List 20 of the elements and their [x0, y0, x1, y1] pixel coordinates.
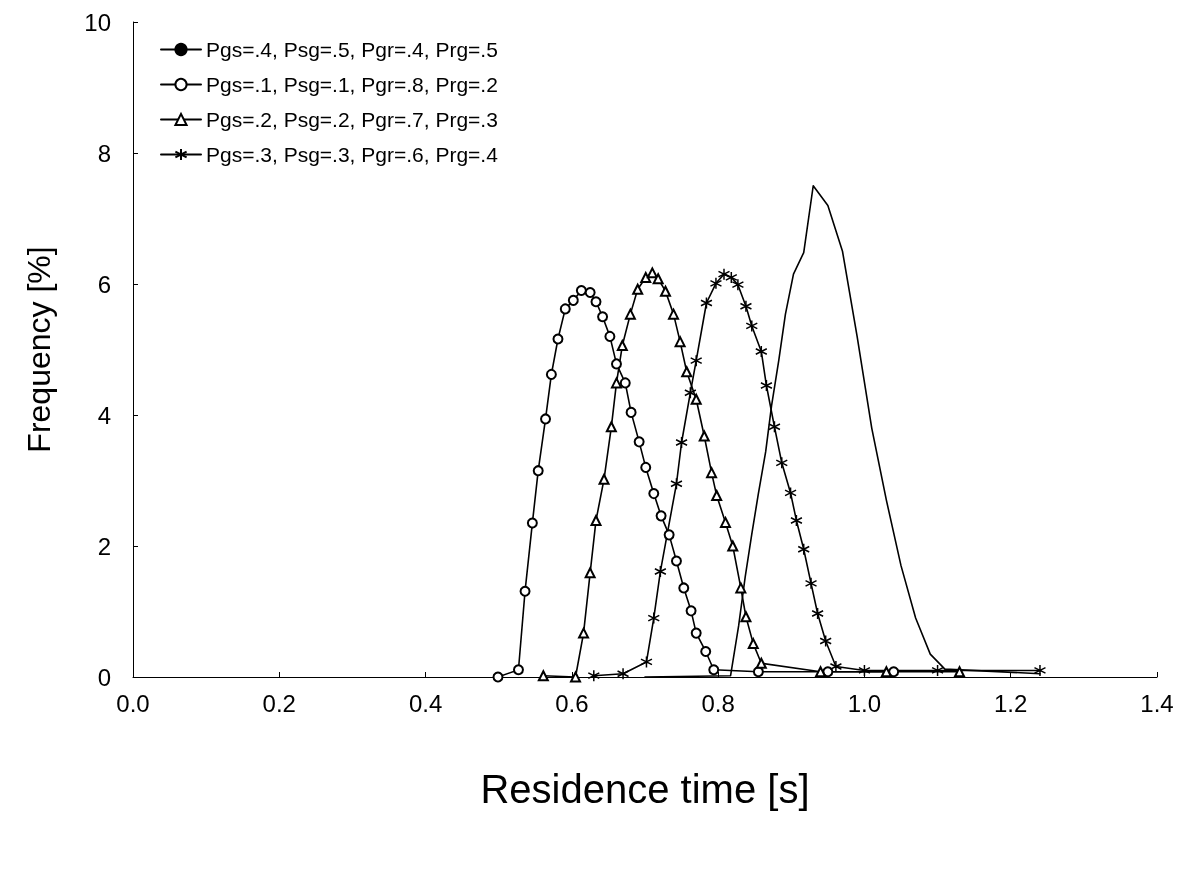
y-tick-label: 8	[97, 139, 111, 167]
y-tick-label: 0	[97, 663, 111, 691]
x-tick-label: 1.4	[1140, 689, 1174, 717]
y-axis-title: Frequency [%]	[21, 246, 57, 453]
x-tick-label: 1.2	[994, 689, 1028, 717]
legend-label: Pgs=.1, Psg=.1, Pgr=.8, Prg=.2	[206, 73, 498, 96]
legend-label: Pgs=.4, Psg=.5, Pgr=.4, Prg=.5	[206, 38, 498, 61]
x-tick-label: 0.8	[701, 689, 735, 717]
y-tick-label: 2	[97, 532, 111, 560]
x-tick-label: 0.4	[408, 689, 443, 717]
y-tick-label: 6	[97, 270, 111, 298]
legend-label: Pgs=.2, Psg=.2, Pgr=.7, Prg=.3	[206, 108, 498, 131]
x-tick-label: 0.2	[262, 689, 296, 717]
legend-label: Pgs=.3, Psg=.3, Pgr=.6, Prg=.4	[206, 143, 499, 166]
y-tick-label: 10	[84, 8, 111, 36]
y-tick-label: 4	[97, 401, 111, 429]
x-tick-label: 0.6	[555, 689, 589, 717]
x-tick-label: 1.0	[847, 689, 882, 717]
x-tick-label: 0.0	[116, 689, 150, 717]
x-axis-title: Residence time [s]	[480, 767, 810, 811]
